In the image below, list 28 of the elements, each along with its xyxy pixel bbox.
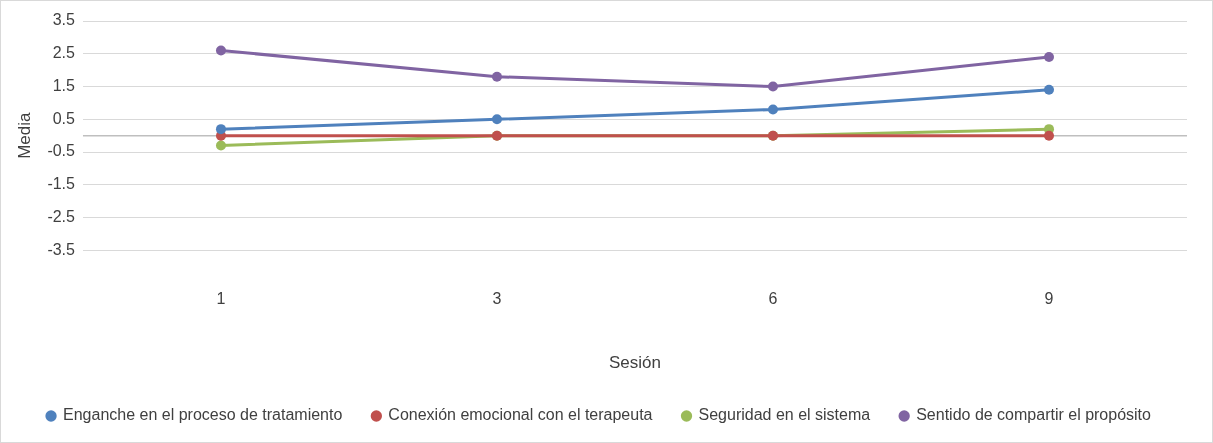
y-axis-title: Media	[14, 112, 34, 159]
point	[1044, 52, 1054, 63]
legend-label: Enganche en el proceso de tratamiento	[63, 406, 343, 424]
y-tick-label: -3.5	[47, 240, 76, 258]
y-tick-label: -1.5	[47, 175, 76, 193]
point	[491, 114, 502, 125]
y-tick-label: 3.5	[52, 11, 76, 29]
point	[215, 124, 226, 135]
legend-label: Seguridad en el sistema	[698, 406, 871, 424]
legend-label: Conexión emocional con el terapeuta	[388, 406, 653, 424]
y-tick-label: -2.5	[47, 208, 76, 226]
point	[215, 45, 226, 56]
point	[491, 71, 502, 82]
point	[767, 81, 778, 92]
x-tick-label: 9	[1044, 290, 1054, 308]
point	[767, 104, 778, 115]
y-tick-label: -0.5	[47, 142, 76, 160]
point	[215, 140, 226, 151]
x-tick-label: 3	[492, 290, 502, 308]
x-tick-label: 6	[768, 290, 778, 308]
legend-label: Sentido de compartir el propósito	[916, 406, 1152, 424]
y-tick-label: 0.5	[52, 109, 76, 127]
x-axis-title: Sesión	[608, 353, 661, 373]
point	[1044, 84, 1054, 95]
x-tick-label: 1	[216, 290, 226, 308]
y-tick-label: 1.5	[52, 76, 76, 94]
point	[1044, 130, 1054, 141]
y-tick-label: 2.5	[52, 44, 76, 62]
